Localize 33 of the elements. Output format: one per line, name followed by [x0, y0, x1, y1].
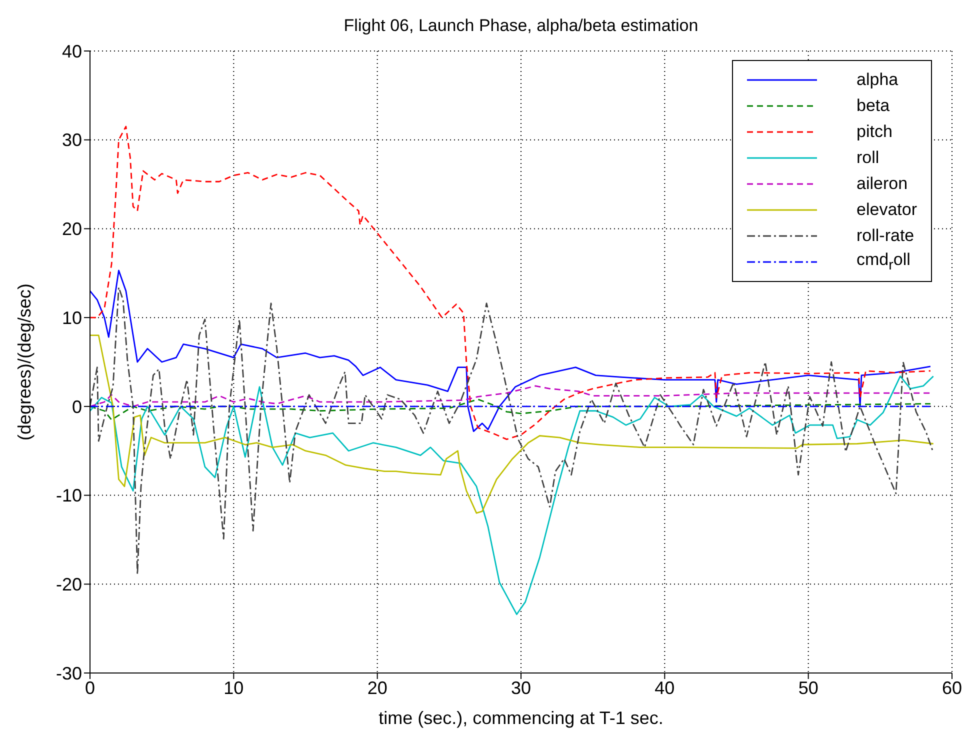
y-tick-label: 20	[62, 219, 82, 240]
legend-label: alpha	[856, 70, 898, 90]
chart-title: Flight 06, Launch Phase, alpha/beta estimation	[342, 16, 700, 36]
x-axis-title: time (sec.), commencing at T-1 sec.	[378, 708, 664, 728]
y-tick-label: 10	[62, 308, 82, 328]
line-series	[90, 385, 932, 408]
legend-label: roll-rate	[856, 226, 914, 246]
y-tick-label: 0	[72, 396, 82, 417]
line-series	[90, 376, 934, 616]
x-tick-label: 40	[654, 678, 675, 698]
legend-label: roll	[856, 148, 880, 168]
legend-label: elevator	[856, 200, 917, 220]
y-tick-label: -10	[56, 486, 82, 506]
x-tick-label: 10	[224, 678, 244, 698]
line-series	[90, 334, 934, 514]
x-tick-label: 60	[942, 678, 962, 698]
legend-label: cmd$_{r}$oll	[856, 250, 910, 274]
line-series	[90, 398, 932, 420]
line-series	[90, 270, 932, 432]
y-axis-title: (degrees)/(deg/sec)	[14, 283, 34, 441]
x-tick-label: 0	[84, 678, 96, 698]
line-series	[90, 126, 932, 440]
legend-label: pitch	[856, 122, 892, 142]
x-tick-label: 50	[798, 678, 818, 698]
legend-label: aileron	[856, 174, 908, 194]
x-tick-label: 30	[510, 678, 532, 698]
y-tick-label: 40	[62, 41, 82, 62]
line-series	[90, 286, 934, 576]
y-tick-label: -30	[56, 663, 82, 684]
legend-label: beta	[856, 96, 890, 116]
y-tick-label: -20	[56, 574, 82, 595]
y-tick-label: 30	[62, 130, 82, 150]
x-tick-label: 20	[367, 678, 388, 698]
